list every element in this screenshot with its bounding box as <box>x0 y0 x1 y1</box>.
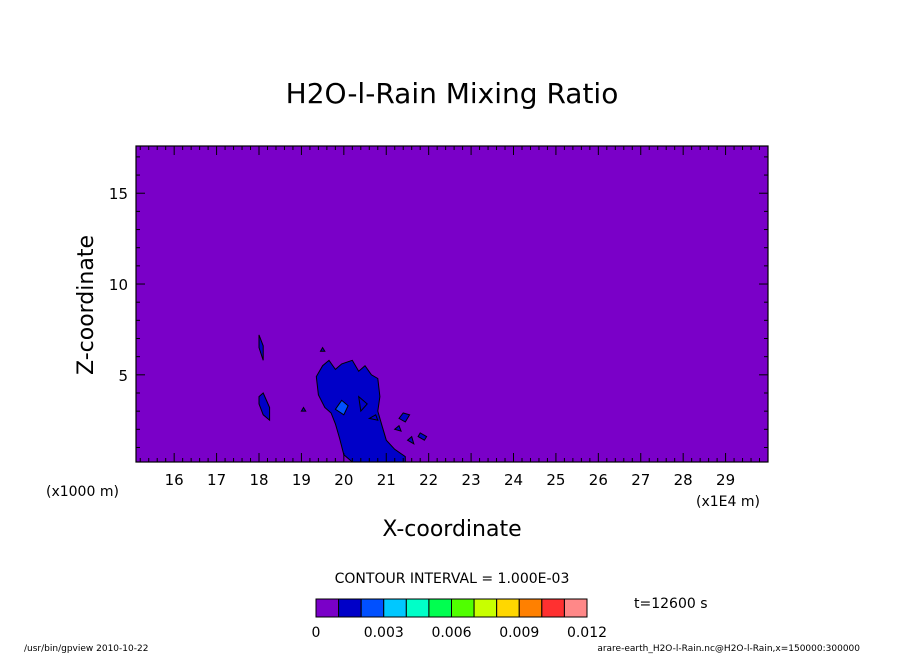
x-tick-label: 19 <box>292 471 311 489</box>
x-axis-title: X-coordinate <box>382 517 521 542</box>
rain-contour-region <box>406 435 415 445</box>
colorbar-swatch <box>518 598 543 618</box>
rain-contour-region <box>417 432 428 441</box>
footer-right: arare-earth_H2O-l-Rain.nc@H2O-l-Rain,x=1… <box>597 644 860 654</box>
x-tick-label: 17 <box>207 471 226 489</box>
y-axis-title: Z-coordinate <box>74 235 99 375</box>
plot-area: 16 17 18 19 20 21 22 23 24 25 26 27 28 29 5 10 15 <box>109 145 769 489</box>
colorbar-label: 0.009 <box>499 625 539 641</box>
x-tick-label: 27 <box>631 471 650 489</box>
colorbar-swatch <box>383 598 407 618</box>
x-tick-label: 28 <box>674 471 693 489</box>
colorbar-swatch <box>315 598 340 618</box>
contour-background <box>136 146 768 462</box>
colorbar-swatch <box>451 598 475 618</box>
rain-contour-region <box>258 392 271 422</box>
time-text: t=12600 s <box>634 596 708 612</box>
rain-contour-region <box>319 346 326 352</box>
rain-contour-region <box>393 424 402 432</box>
colorbar-label: 0.003 <box>364 625 404 641</box>
colorbar-swatch <box>473 598 498 618</box>
x-tick-label: 26 <box>589 471 608 489</box>
x-tick-label: 23 <box>462 471 481 489</box>
colorbar-label: 0.006 <box>431 625 471 641</box>
colorbar-swatch <box>541 598 565 618</box>
colorbar-swatch <box>563 598 588 618</box>
rain-contour-region <box>358 395 368 413</box>
x-scale-label-2: (x1E4 m) <box>696 494 760 510</box>
chart-title: H2O-l-Rain Mixing Ratio <box>286 77 619 110</box>
colorbar-swatch <box>338 598 362 618</box>
colorbar-swatch <box>428 598 452 618</box>
rain-contour-region <box>398 412 411 423</box>
x-tick-label: 29 <box>716 471 735 489</box>
colorbar-label: 0.012 <box>567 625 607 641</box>
x-scale-label: (x1000 m) <box>46 484 119 500</box>
rain-contour-region <box>334 399 349 416</box>
colorbar-swatch <box>360 598 385 618</box>
x-tick-label: 20 <box>334 471 353 489</box>
colorbar: 0 0.003 0.006 0.009 0.012 <box>312 598 607 641</box>
colorbar-swatch <box>405 598 430 618</box>
x-tick-label: 16 <box>165 471 184 489</box>
rain-contour-region <box>258 334 264 361</box>
plot-frame <box>135 145 769 463</box>
x-tick-label: 22 <box>419 471 438 489</box>
y-tick-label: 10 <box>109 276 128 294</box>
x-tick-label: 21 <box>377 471 396 489</box>
x-tick-label: 25 <box>546 471 565 489</box>
x-tick-label: 18 <box>249 471 268 489</box>
x-tick-label: 24 <box>504 471 523 489</box>
colorbar-swatch <box>496 598 520 618</box>
colorbar-label: 0 <box>312 625 321 641</box>
footer-left: /usr/bin/gpview 2010-10-22 <box>24 644 148 654</box>
rain-contour-region <box>300 406 307 412</box>
y-tick-label: 15 <box>109 185 128 203</box>
rain-contour-region <box>367 414 379 421</box>
contour-interval-text: CONTOUR INTERVAL = 1.000E-03 <box>335 571 570 587</box>
y-tick-label: 5 <box>118 367 128 385</box>
